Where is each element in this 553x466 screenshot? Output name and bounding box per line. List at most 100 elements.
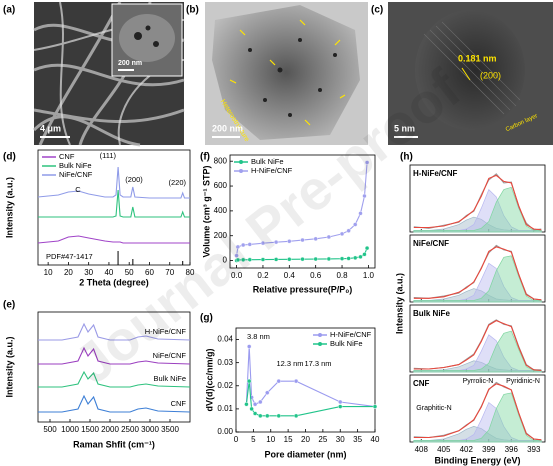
y-tick-label: 0.03 xyxy=(217,358,233,367)
data-point xyxy=(338,404,343,409)
plot-frame xyxy=(37,149,191,266)
data-line xyxy=(413,383,542,441)
lattice-spacing: 0.181 nm xyxy=(458,53,497,63)
data-point xyxy=(265,413,270,419)
scale-bar-label: 5 nm xyxy=(394,123,415,133)
panel-label: (b) xyxy=(186,5,199,16)
data-point xyxy=(276,413,281,419)
subplot-title: H-NiFe/CNF xyxy=(413,169,458,178)
annotation: (200) xyxy=(125,175,143,184)
data-point xyxy=(339,256,345,261)
data-point xyxy=(326,256,332,262)
data-point xyxy=(276,378,281,384)
series-label: Bulk NiFe xyxy=(153,374,186,383)
x-tick-label: 10 xyxy=(44,268,53,277)
data-line xyxy=(236,162,368,256)
y-tick-label: 0.04 xyxy=(217,335,233,344)
data-point xyxy=(234,253,239,258)
x-tick-label: 405 xyxy=(437,445,451,454)
data-line xyxy=(38,189,190,218)
x-tick-label: 60 xyxy=(145,268,154,277)
data-point xyxy=(362,252,367,257)
data-point xyxy=(293,413,299,419)
x-tick-label: 0.4 xyxy=(284,271,296,280)
data-point xyxy=(346,256,351,261)
subplot-title: NiFe/CNF xyxy=(413,239,449,248)
data-point xyxy=(252,402,258,407)
data-point xyxy=(260,240,266,246)
x-tick-label: 15 xyxy=(284,435,293,444)
y-axis-label: Intensity (a.u.) xyxy=(394,273,404,334)
x-tick-label: 500 xyxy=(43,425,57,434)
panel-label: (c) xyxy=(371,5,383,16)
annotation: 17.3 nm xyxy=(304,359,331,368)
legend-marker xyxy=(318,333,322,337)
series-label: CNF xyxy=(171,399,187,408)
legend-label: Bulk NiFe xyxy=(59,161,92,170)
inset-scale-bar: 200 nm xyxy=(118,60,142,67)
y-axis-label: Intensity (a.u.) xyxy=(4,177,14,238)
x-tick-label: 5 xyxy=(251,435,256,444)
data-point xyxy=(293,378,299,384)
panel-label: (g) xyxy=(200,313,213,324)
data-point xyxy=(235,244,241,250)
legend-label: H-NiFe/CNF xyxy=(330,330,372,339)
x-tick-label: 30 xyxy=(84,268,93,277)
x-tick-label: 80 xyxy=(186,268,195,277)
x-tick-label: 0.2 xyxy=(257,271,269,280)
x-tick-label: 0.0 xyxy=(231,271,243,280)
micrograph-c: 0.181 nm (200) Carbon layer 5 nm xyxy=(388,2,553,145)
x-tick-label: 50 xyxy=(125,268,134,277)
x-tick-label: 3000 xyxy=(141,425,159,434)
y-tick-label: 200 xyxy=(214,231,228,240)
legend-label: H-NiFe/CNF xyxy=(251,166,293,175)
plot-frame xyxy=(37,311,191,423)
legend-marker xyxy=(318,342,322,346)
data-point xyxy=(339,231,345,237)
data-line xyxy=(38,370,191,388)
annotation: Pyridinic-N xyxy=(506,378,540,385)
component-area xyxy=(413,186,542,233)
data-point xyxy=(326,234,332,240)
data-point xyxy=(364,160,370,165)
y-tick-label: 600 xyxy=(214,181,228,190)
x-tick-label: 70 xyxy=(165,268,174,277)
scale-bar-label: 200 nm xyxy=(212,123,243,133)
x-tick-label: 1500 xyxy=(81,425,99,434)
data-line xyxy=(245,346,376,408)
data-point xyxy=(372,404,378,409)
data-line xyxy=(38,346,191,365)
component-area xyxy=(413,330,542,373)
data-point xyxy=(353,222,358,227)
x-tick-label: 399 xyxy=(482,445,496,454)
x-tick-label: 408 xyxy=(415,445,429,454)
legend-label: NiFe/CNF xyxy=(59,170,93,179)
data-point xyxy=(358,254,363,260)
panel-label: (a) xyxy=(3,5,15,16)
subplot-title: CNF xyxy=(413,379,430,388)
y-axis-label: dV(d)(cc/nm/g) xyxy=(204,349,214,412)
x-tick-label: 20 xyxy=(64,268,73,277)
y-tick-label: 0.02 xyxy=(217,381,233,390)
micrograph-b: Heterostructure 200 nm xyxy=(205,2,368,145)
annotation: Graphitic-N xyxy=(416,405,451,412)
y-tick-label: 400 xyxy=(214,206,228,215)
data-point xyxy=(249,406,254,412)
data-point xyxy=(235,257,241,263)
y-tick-label: 0 xyxy=(223,256,228,265)
y-tick-label: 0.00 xyxy=(217,427,233,436)
data-point xyxy=(300,237,305,243)
x-tick-label: 40 xyxy=(104,268,113,277)
data-point xyxy=(247,242,252,247)
series-label: H-NiFe/CNF xyxy=(145,327,187,336)
annotation: 12.3 nm xyxy=(276,359,303,368)
data-point xyxy=(353,255,358,261)
x-tick-label: 396 xyxy=(505,445,519,454)
data-line xyxy=(38,322,191,341)
data-point xyxy=(247,378,252,384)
x-tick-label: 402 xyxy=(460,445,474,454)
data-point xyxy=(364,245,370,251)
annotation: (220) xyxy=(168,178,186,187)
subplot-title: Bulk NiFe xyxy=(413,309,450,318)
